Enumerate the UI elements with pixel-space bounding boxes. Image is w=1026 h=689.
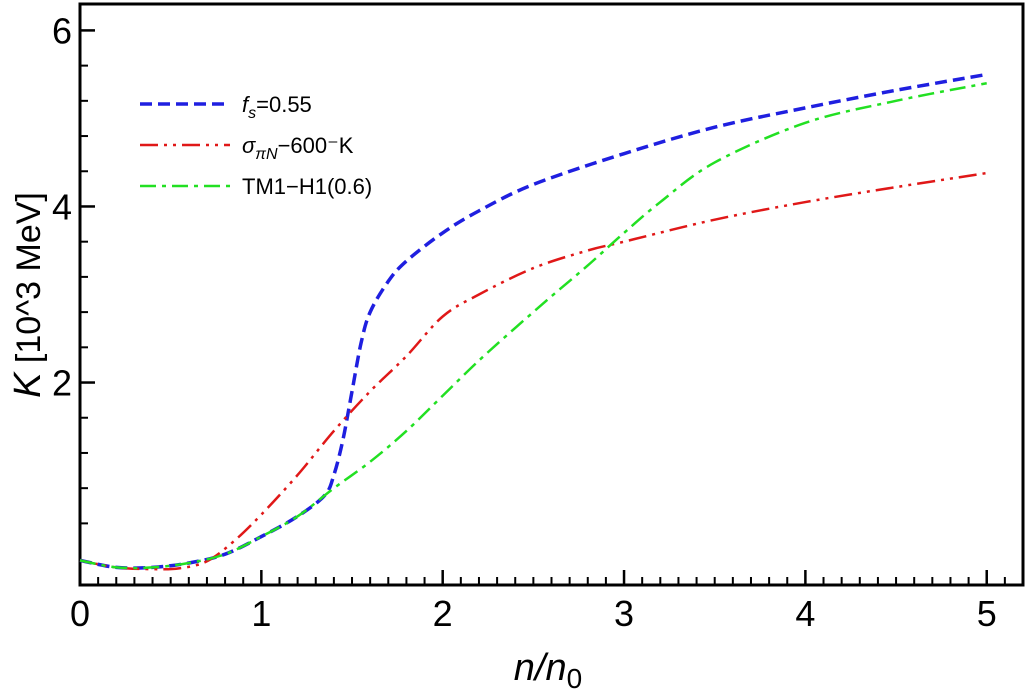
tick-marks: [78, 29, 1024, 585]
y-axis-title: K [10^3 MeV]: [7, 192, 49, 398]
series-line-1: [79, 171, 987, 571]
curves: [79, 72, 988, 571]
y-tick-label: 4: [52, 186, 72, 227]
x-tick-label: 1: [251, 593, 271, 634]
legend: fs=0.55 σπN−600⁻K TM1−H1(0.6): [140, 92, 372, 199]
x-tick-label: 2: [433, 593, 453, 634]
plot-frame: [78, 2, 1025, 587]
x-axis-title: n/n0: [514, 647, 582, 689]
series-line-2: [79, 82, 987, 570]
y-tick-label: 2: [52, 363, 72, 404]
x-tick-label: 3: [614, 593, 634, 634]
series-line-0: [79, 72, 988, 570]
legend-label-0: fs=0.55: [242, 92, 312, 122]
x-tick-label: 4: [795, 593, 815, 634]
x-tick-label: 5: [977, 593, 997, 634]
x-tick-label: 0: [70, 593, 90, 634]
legend-label-2: TM1−H1(0.6): [242, 174, 372, 199]
y-tick-label: 6: [52, 10, 72, 51]
legend-label-1: σπN−600⁻K: [242, 133, 354, 163]
tick-labels: 0 1 2 3 4 5 2 4 6: [52, 10, 997, 634]
